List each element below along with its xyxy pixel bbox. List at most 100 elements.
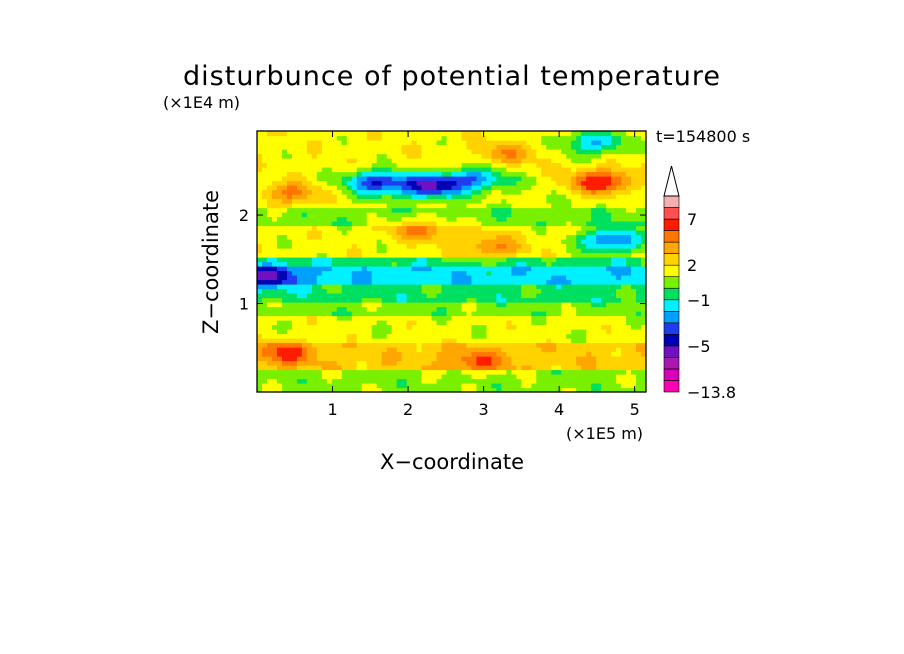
contour-cell: [591, 162, 597, 168]
contour-cell: [446, 252, 453, 258]
contour-cell: [586, 234, 592, 240]
contour-cell: [311, 279, 318, 285]
contour-cell: [396, 356, 403, 362]
contour-cell: [561, 297, 567, 303]
contour-cell: [456, 297, 463, 303]
contour-cell: [486, 374, 492, 380]
contour-cell: [486, 387, 492, 392]
contour-cell: [371, 153, 378, 159]
contour-cell: [551, 311, 557, 317]
contour-cell: [341, 171, 348, 177]
contour-cell: [401, 131, 408, 137]
contour-cell: [621, 365, 627, 371]
contour-cell: [356, 284, 363, 290]
contour-cell: [591, 257, 597, 263]
contour-cell: [406, 158, 413, 164]
contour-cell: [426, 162, 433, 168]
contour-cell: [496, 252, 502, 258]
contour-cell: [556, 342, 562, 348]
contour-cell: [526, 320, 532, 326]
contour-cell: [561, 225, 567, 231]
contour-cell: [406, 324, 413, 330]
contour-cell: [621, 162, 627, 168]
contour-cell: [441, 140, 448, 146]
contour-cell: [266, 176, 273, 182]
contour-cell: [581, 284, 587, 290]
contour-cell: [331, 297, 338, 303]
contour-cell: [616, 378, 622, 384]
contour-cell: [326, 333, 333, 339]
contour-cell: [556, 365, 562, 371]
contour-cell: [266, 351, 273, 357]
contour-cell: [361, 171, 368, 177]
contour-cell: [296, 338, 303, 344]
contour-cell: [631, 176, 637, 182]
contour-cell: [556, 239, 562, 245]
contour-cell: [351, 257, 358, 263]
contour-cell: [446, 225, 453, 231]
contour-cell: [426, 347, 433, 353]
contour-cell: [566, 225, 572, 231]
contour-cell: [426, 270, 433, 276]
contour-cell: [466, 297, 473, 303]
contour-cell: [601, 365, 607, 371]
contour-cell: [461, 266, 468, 272]
contour-cell: [401, 203, 408, 209]
contour-cell: [446, 320, 453, 326]
contour-cell: [257, 176, 263, 182]
contour-cell: [381, 171, 388, 177]
contour-cell: [391, 167, 398, 173]
contour-cell: [366, 149, 373, 155]
contour-cell: [336, 171, 343, 177]
contour-cell: [571, 279, 577, 285]
contour-cell: [351, 356, 358, 362]
contour-cell: [591, 374, 597, 380]
contour-cell: [326, 180, 333, 186]
contour-cell: [541, 131, 547, 137]
contour-cell: [451, 342, 458, 348]
contour-cell: [546, 171, 552, 177]
contour-cell: [476, 234, 483, 240]
contour-cell: [426, 243, 433, 249]
contour-cell: [341, 131, 348, 137]
contour-cell: [626, 351, 632, 357]
contour-cell: [381, 153, 388, 159]
contour-cell: [561, 329, 567, 335]
contour-cell: [281, 383, 288, 389]
contour-cell: [291, 248, 298, 254]
contour-cell: [521, 149, 527, 155]
contour-cell: [526, 248, 532, 254]
contour-cell: [306, 347, 313, 353]
contour-cell: [511, 351, 517, 357]
contour-cell: [406, 378, 413, 384]
contour-cell: [276, 176, 283, 182]
contour-cell: [501, 351, 507, 357]
contour-cell: [421, 320, 428, 326]
contour-cell: [611, 189, 617, 195]
contour-cell: [406, 288, 413, 294]
contour-cell: [536, 374, 542, 380]
contour-cell: [621, 180, 627, 186]
contour-cell: [491, 369, 497, 375]
contour-cell: [381, 360, 388, 366]
contour-cell: [301, 212, 308, 218]
contour-cell: [396, 338, 403, 344]
contour-cell: [606, 261, 612, 267]
contour-cell: [561, 270, 567, 276]
contour-cell: [471, 162, 478, 168]
contour-cell: [406, 189, 413, 195]
contour-cell: [421, 167, 428, 173]
contour-cell: [471, 365, 478, 371]
contour-cell: [606, 369, 612, 375]
contour-cell: [556, 293, 562, 299]
contour-cell: [326, 158, 333, 164]
contour-cell: [551, 365, 557, 371]
contour-cell: [621, 252, 627, 258]
contour-cell: [286, 216, 293, 222]
contour-cell: [386, 153, 393, 159]
contour-cell: [481, 329, 488, 335]
contour-cell: [441, 320, 448, 326]
contour-cell: [371, 216, 378, 222]
contour-cell: [421, 248, 428, 254]
contour-cell: [566, 203, 572, 209]
